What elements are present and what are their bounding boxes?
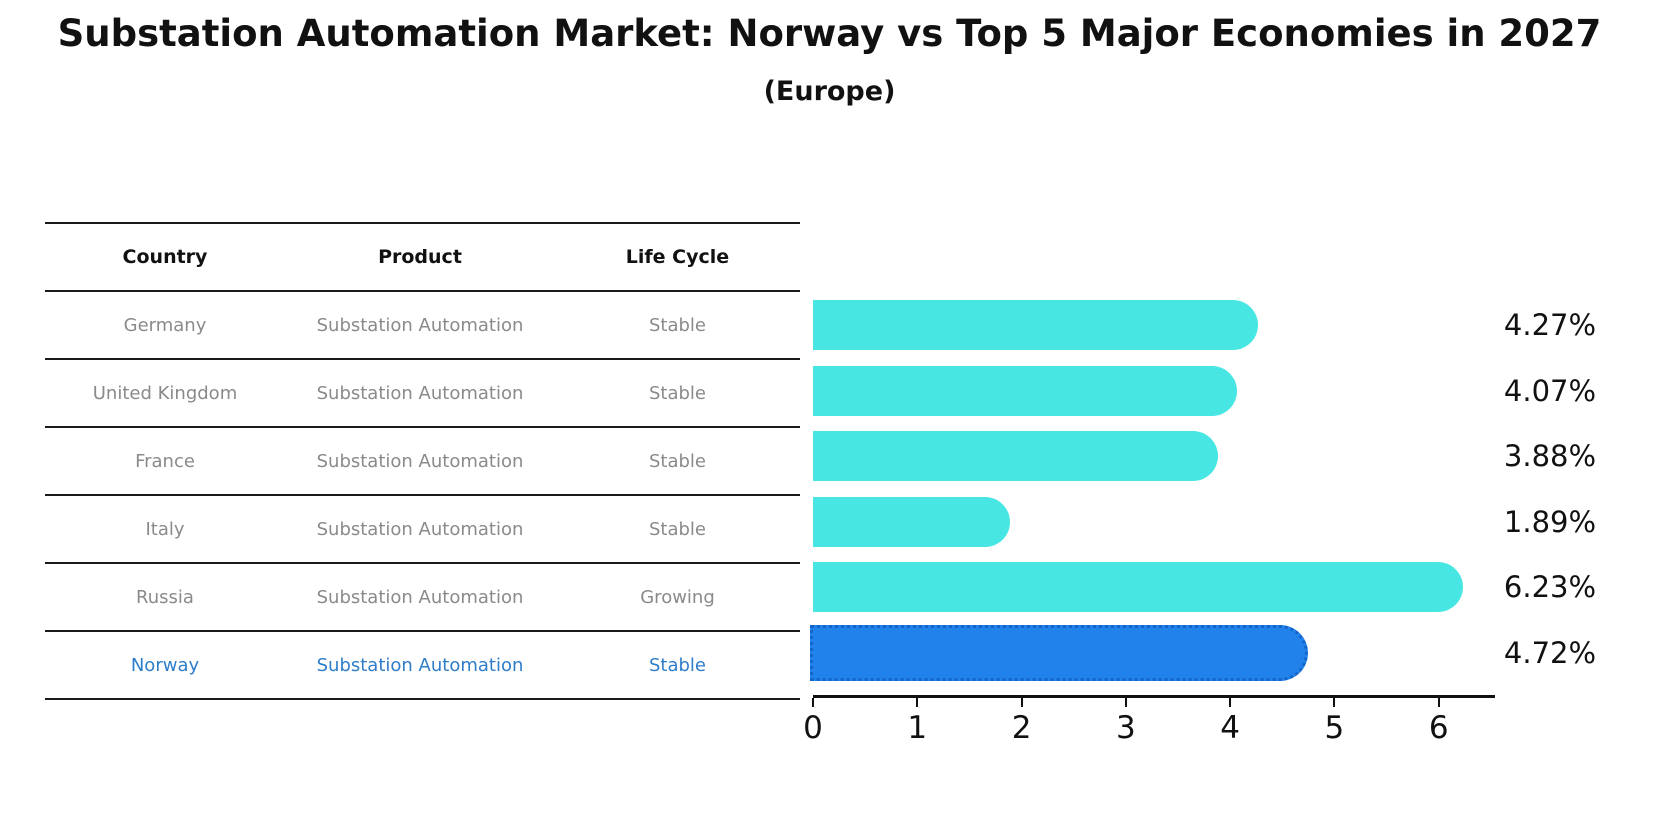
life-cycle-cell: Stable (648, 314, 706, 336)
bar-germany (813, 300, 1258, 350)
value-label-germany: 4.27% (1503, 308, 1597, 342)
x-tick-label-1: 1 (907, 710, 928, 746)
country-cell: Germany (123, 314, 207, 336)
bar-russia (813, 562, 1463, 612)
product-cell: Substation Automation (316, 382, 524, 404)
bar-norway (810, 624, 1308, 681)
table-row-france: France Substation Automation Stable (45, 428, 800, 496)
product-cell: Substation Automation (316, 654, 524, 676)
table-header-row: Country Product Life Cycle (45, 222, 800, 292)
x-tick-label-4: 4 (1220, 710, 1240, 746)
x-tick-label-0: 0 (803, 710, 823, 746)
value-label-united-kingdom: 4.07% (1503, 373, 1597, 408)
country-table: Country Product Life Cycle Germany Substa… (45, 222, 800, 700)
x-tick-label-6: 6 (1428, 710, 1449, 746)
x-tick-label-5: 5 (1324, 710, 1345, 746)
value-label-france: 3.88% (1503, 439, 1597, 473)
life-cycle-cell: Stable (648, 654, 706, 676)
x-tick-mark-4 (1229, 698, 1232, 707)
product-cell: Substation Automation (316, 450, 524, 472)
country-cell: France (135, 450, 195, 472)
country-cell: United Kingdom (92, 382, 238, 404)
table-row-germany: Germany Substation Automation Stable (45, 292, 800, 360)
chart-subtitle: (Europe) (763, 76, 896, 107)
product-cell: Substation Automation (316, 518, 524, 540)
x-tick-mark-6 (1437, 698, 1440, 707)
x-tick-mark-0 (812, 698, 814, 707)
value-label-italy: 1.89% (1503, 504, 1597, 539)
table-header-country: Country (122, 246, 208, 268)
bar-france (813, 431, 1218, 481)
country-cell: Norway (130, 654, 200, 676)
bar-united-kingdom (813, 365, 1237, 416)
life-cycle-cell: Stable (648, 450, 706, 472)
table-row-united-kingdom: United Kingdom Substation Automation Stabl… (45, 360, 800, 428)
x-tick-mark-3 (1124, 698, 1127, 707)
x-tick-label-2: 2 (1011, 710, 1032, 746)
life-cycle-cell: Growing (640, 586, 715, 608)
x-tick-label-3: 3 (1115, 710, 1136, 746)
table-row-italy: Italy Substation Automation Stable (45, 496, 800, 564)
life-cycle-cell: Stable (648, 382, 706, 404)
country-cell: Italy (145, 518, 185, 540)
bar-italy (813, 496, 1010, 547)
value-label-norway: 4.72% (1503, 635, 1597, 670)
product-cell: Substation Automation (316, 586, 524, 608)
x-tick-mark-1 (916, 698, 919, 707)
x-tick-mark-5 (1333, 698, 1336, 707)
product-cell: Substation Automation (316, 314, 524, 336)
country-cell: Russia (136, 586, 194, 608)
table-row-norway: Norway Substation Automation Stable (45, 632, 800, 700)
life-cycle-cell: Stable (648, 518, 706, 540)
x-tick-mark-2 (1020, 698, 1023, 707)
x-axis-line (813, 695, 1495, 698)
table-header-product: Product (378, 246, 462, 268)
table-row-russia: Russia Substation Automation Growing (45, 564, 800, 632)
chart-title: Substation Automation Market: Norway vs … (57, 12, 1602, 55)
value-label-russia: 6.23% (1503, 570, 1597, 604)
table-header-life-cycle: Life Cycle (625, 246, 730, 268)
